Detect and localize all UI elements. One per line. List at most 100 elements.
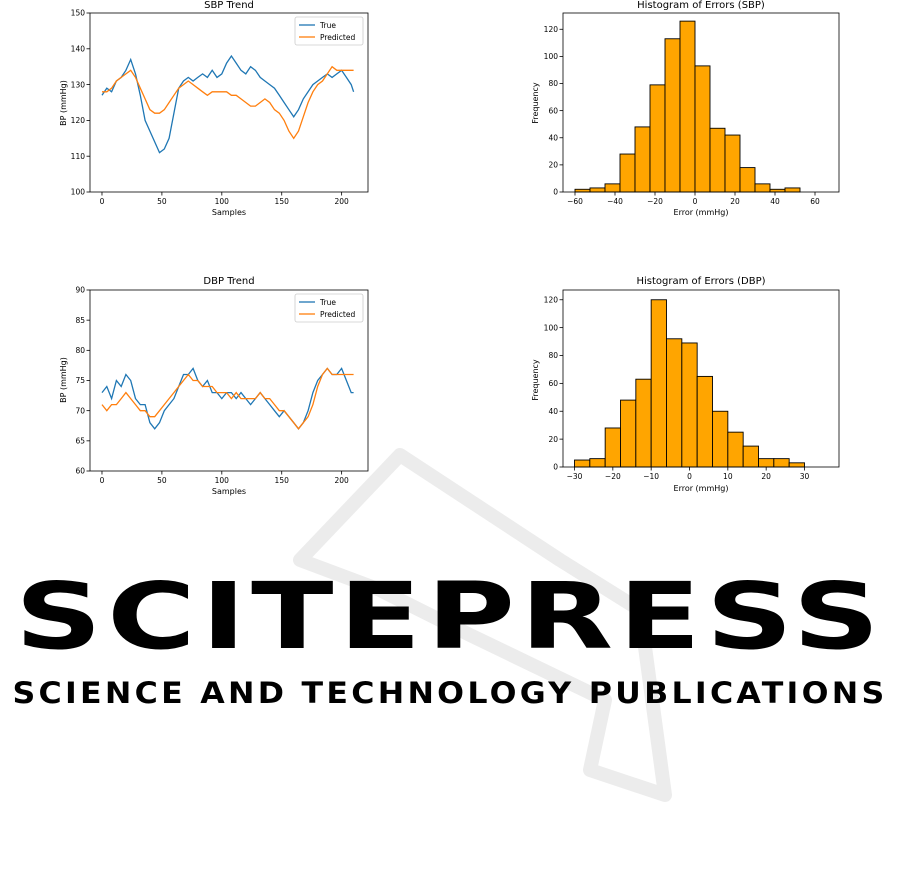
sbp-hist-bar-11 <box>739 167 756 193</box>
dbp-hist-bar-0 <box>574 459 591 468</box>
sbp-trend-axes-frame <box>89 12 369 193</box>
sbp-hist-xtick-label-1: −40 <box>607 197 623 206</box>
dbp-trend-xlabel: Samples <box>212 487 246 496</box>
dbp-trend-xtick-label-0: 0 <box>100 476 105 485</box>
dbp-trend-xtick-label-3: 150 <box>275 476 290 485</box>
sbp-hist-ytick-label-0: 0 <box>553 188 558 197</box>
dbp-hist-ylabel: Frequency <box>531 359 540 401</box>
dbp-trend-series-predicted <box>101 367 354 430</box>
dbp-hist-xtick-label-1: −20 <box>605 472 621 481</box>
dbp-trend-legend: True Predicted <box>294 293 364 323</box>
dbp-hist-axes-frame <box>562 289 840 468</box>
sbp-trend-series-predicted <box>102 65 354 140</box>
sbp-trend-ytick-label-3: 130 <box>71 80 86 89</box>
sbp-trend-xtick-label-4: 200 <box>334 197 349 206</box>
sbp-trend-title: SBP Trend <box>204 0 254 11</box>
dbp-trend-ytick-label-1: 65 <box>75 437 85 446</box>
sbp-trend-ytick-label-0: 100 <box>71 188 86 197</box>
sbp-hist-xtick-label-3: 0 <box>693 197 698 206</box>
sbp-trend-legend-label-1: Predicted <box>320 33 355 42</box>
dbp-hist-panel: Histogram of Errors (DBP) Error (mmHg) F… <box>531 276 840 493</box>
dbp-trend-ytick-label-0: 60 <box>75 467 85 476</box>
dbp-hist-ytick-label-1: 20 <box>548 435 558 444</box>
sbp-trend-ylabel: BP (mmHg) <box>59 80 68 126</box>
dbp-trend-panel: DBP Trend Samples BP (mmHg) True Predicte… <box>59 276 369 496</box>
dbp-hist-ytick-label-3: 60 <box>548 379 558 388</box>
sbp-trend-xlabel: Samples <box>212 208 246 217</box>
sbp-hist-bar-14 <box>784 187 801 193</box>
sbp-trend-xtick-label-3: 150 <box>275 197 290 206</box>
dbp-trend-title: DBP Trend <box>203 276 254 287</box>
dbp-hist-ytick-label-6: 120 <box>544 295 559 304</box>
sbp-hist-ytick-label-2: 40 <box>548 133 558 142</box>
sbp-trend-ytick-label-2: 120 <box>71 116 86 125</box>
dbp-hist-ytick-label-5: 100 <box>544 323 559 332</box>
sbp-hist-xlabel: Error (mmHg) <box>674 208 729 217</box>
sbp-trend-legend-box <box>294 16 364 46</box>
sbp-trend-ytick-label-4: 140 <box>71 45 86 54</box>
dbp-hist-bar-8 <box>696 375 713 468</box>
dbp-trend-ytick-label-4: 80 <box>75 346 85 355</box>
dbp-hist-title: Histogram of Errors (DBP) <box>636 276 765 287</box>
sbp-hist-xtick-label-2: −20 <box>647 197 663 206</box>
dbp-hist-bar-11 <box>742 445 759 468</box>
dbp-hist-bar-12 <box>758 458 775 468</box>
dbp-trend-xtick-label-1: 50 <box>157 476 167 485</box>
dbp-hist-bar-14 <box>788 462 805 468</box>
dbp-hist-xtick-label-2: −10 <box>643 472 659 481</box>
sbp-hist-ytick-label-1: 20 <box>548 161 558 170</box>
sbp-trend-ytick-label-5: 150 <box>71 9 86 18</box>
dbp-hist-bar-10 <box>727 431 744 468</box>
sbp-trend-legend: True Predicted <box>294 16 364 46</box>
sbp-hist-bar-1 <box>589 187 606 193</box>
sbp-hist-bar-3 <box>619 153 636 193</box>
sbp-hist-bar-12 <box>754 183 771 193</box>
sbp-hist-xtick-label-4: 20 <box>730 197 740 206</box>
dbp-hist-ytick-label-2: 40 <box>548 407 558 416</box>
sbp-hist-bar-7 <box>679 20 696 193</box>
dbp-trend-ytick-label-5: 85 <box>75 316 85 325</box>
dbp-hist-xtick-label-6: 30 <box>800 472 810 481</box>
dbp-hist-xtick-label-4: 10 <box>723 472 733 481</box>
sbp-trend-xtick-label-2: 100 <box>215 197 230 206</box>
dbp-trend-series-true <box>101 367 354 430</box>
dbp-trend-ytick-label-6: 90 <box>75 286 85 295</box>
dbp-trend-legend-label-0: True <box>319 298 336 307</box>
sbp-hist-xtick-label-5: 40 <box>770 197 780 206</box>
sbp-hist-ytick-label-6: 120 <box>544 25 559 34</box>
dbp-hist-bar-5 <box>650 299 667 468</box>
dbp-hist-xtick-label-5: 20 <box>761 472 771 481</box>
sbp-hist-ylabel: Frequency <box>531 82 540 124</box>
sbp-hist-ytick-label-5: 100 <box>544 52 559 61</box>
watermark-tagline: SCIENCE AND TECHNOLOGY PUBLICATIONS <box>13 676 888 710</box>
sbp-trend-panel: SBP Trend Samples BP (mmHg) True Predicte… <box>59 0 369 217</box>
sbp-hist-xtick-label-0: −60 <box>567 197 583 206</box>
sbp-trend-series-true <box>101 54 355 154</box>
sbp-hist-bar-9 <box>709 127 726 193</box>
sbp-trend-xtick-label-1: 50 <box>157 197 167 206</box>
dbp-hist-bar-1 <box>589 458 606 468</box>
watermark: SCITEPRESS SCIENCE AND TECHNOLOGY PUBLIC… <box>13 448 888 802</box>
dbp-hist-xtick-label-3: 0 <box>687 472 692 481</box>
dbp-trend-ytick-label-3: 75 <box>75 376 85 385</box>
sbp-hist-ytick-label-4: 80 <box>548 79 558 88</box>
dbp-hist-bar-3 <box>620 399 637 468</box>
sbp-trend-ytick-label-1: 110 <box>71 152 86 161</box>
dbp-hist-ytick-label-0: 0 <box>553 463 558 472</box>
dbp-hist-xtick-label-0: −30 <box>567 472 583 481</box>
dbp-hist-bar-9 <box>712 410 729 468</box>
dbp-hist-bar-6 <box>666 338 683 468</box>
sbp-hist-ytick-label-3: 60 <box>548 106 558 115</box>
sbp-hist-title: Histogram of Errors (SBP) <box>637 0 765 11</box>
dbp-hist-bar-7 <box>681 342 698 468</box>
watermark-brand: SCITEPRESS <box>15 563 885 670</box>
dbp-trend-ylabel: BP (mmHg) <box>59 357 68 403</box>
dbp-trend-legend-box <box>294 293 364 323</box>
dbp-hist-bar-2 <box>604 427 621 468</box>
sbp-hist-bar-5 <box>649 84 666 193</box>
sbp-hist-xtick-label-6: 60 <box>810 197 820 206</box>
sbp-hist-bar-0 <box>574 188 591 193</box>
sbp-hist-bar-10 <box>724 134 741 193</box>
sbp-hist-bar-8 <box>694 65 711 193</box>
